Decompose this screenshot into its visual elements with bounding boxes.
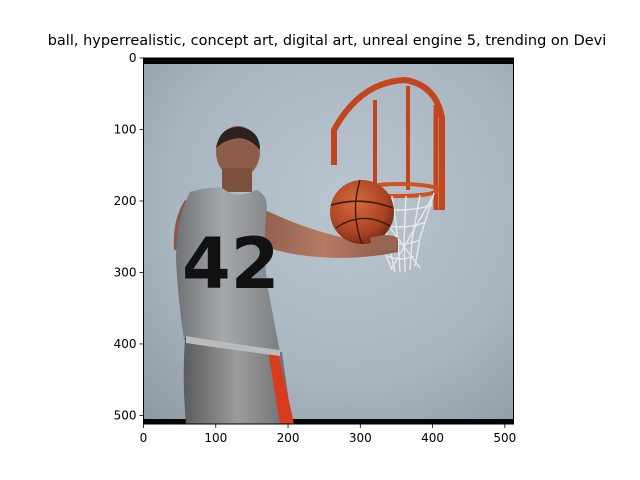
x-tick-label: 0 [140, 431, 148, 445]
basketball [330, 179, 394, 245]
y-tick-label: 400 [114, 337, 137, 351]
x-tick-label: 500 [493, 431, 516, 445]
axes-frame [143, 57, 514, 425]
y-tick-label: 0 [129, 51, 137, 65]
x-tick-label: 400 [421, 431, 444, 445]
player: 42 [173, 126, 398, 424]
x-tick-label: 200 [277, 431, 300, 445]
chart-title: ball, hyperrealistic, concept art, digit… [48, 33, 607, 49]
y-tick-label: 500 [114, 408, 137, 422]
jersey-number: 42 [182, 223, 279, 305]
generated-image: 42 [143, 58, 514, 424]
y-axis: 0 100 200 300 400 500 [114, 51, 144, 422]
x-tick-label: 300 [349, 431, 372, 445]
x-axis: 0 100 200 300 400 500 [140, 424, 516, 445]
y-tick-label: 300 [114, 265, 137, 279]
y-tick-label: 200 [114, 194, 137, 208]
x-tick-label: 100 [204, 431, 227, 445]
y-tick-label: 100 [114, 122, 137, 136]
